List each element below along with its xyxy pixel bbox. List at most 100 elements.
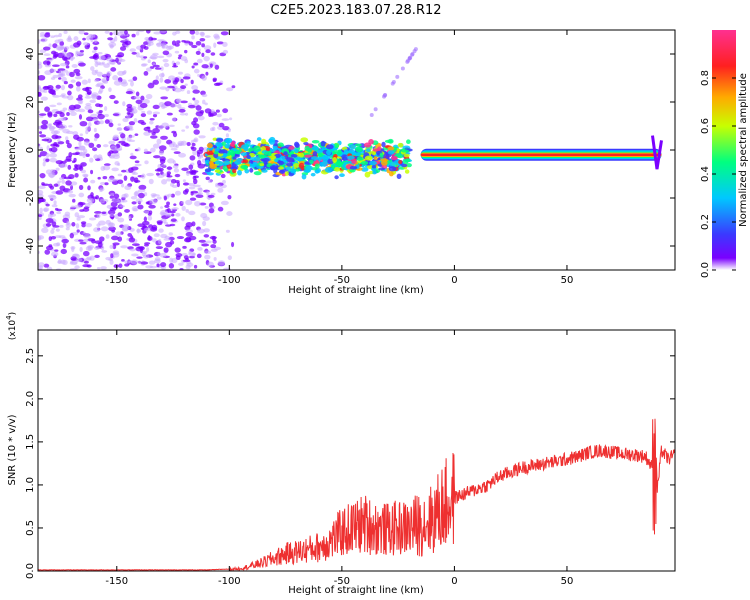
noise-speck xyxy=(188,164,194,170)
noise-speck xyxy=(43,263,50,268)
noise-speck xyxy=(123,70,127,74)
noise-speck xyxy=(190,190,199,194)
echo-speck xyxy=(286,157,295,163)
noise-speck xyxy=(92,54,99,60)
noise-speck xyxy=(86,197,95,203)
noise-speck xyxy=(55,84,61,89)
noise-speck xyxy=(222,179,226,184)
noise-speck xyxy=(171,77,175,82)
noise-speck xyxy=(129,248,136,252)
noise-speck xyxy=(203,45,212,51)
noise-speck xyxy=(87,122,92,128)
noise-speck xyxy=(117,123,121,126)
noise-speck xyxy=(157,125,164,130)
noise-speck xyxy=(133,117,138,123)
echo-speck xyxy=(339,173,345,177)
streak-speck xyxy=(395,74,400,79)
noise-speck xyxy=(150,147,156,153)
noise-speck xyxy=(93,227,101,233)
echo-speck xyxy=(403,153,410,158)
noise-speck xyxy=(51,204,58,208)
noise-speck xyxy=(106,76,110,82)
noise-speck xyxy=(112,75,119,81)
noise-speck xyxy=(121,259,125,262)
noise-speck xyxy=(125,90,134,95)
noise-speck xyxy=(178,262,184,266)
noise-speck xyxy=(58,77,62,80)
noise-speck xyxy=(156,196,162,200)
noise-speck xyxy=(205,49,211,54)
noise-speck xyxy=(69,232,74,239)
noise-speck xyxy=(73,42,81,48)
noise-speck xyxy=(152,104,160,110)
noise-speck xyxy=(63,56,68,61)
streak-speck xyxy=(391,79,396,84)
noise-speck xyxy=(91,94,98,100)
noise-speck xyxy=(102,176,108,180)
noise-speck xyxy=(143,227,151,232)
noise-speck xyxy=(195,105,202,111)
noise-speck xyxy=(129,48,136,52)
noise-speck xyxy=(38,39,41,44)
noise-speck xyxy=(103,144,109,148)
noise-speck xyxy=(40,124,48,130)
echo-speck xyxy=(342,164,347,168)
noise-speck xyxy=(69,261,78,266)
echo-speck xyxy=(381,160,388,166)
noise-speck xyxy=(164,101,172,107)
noise-speck xyxy=(210,192,216,196)
noise-speck xyxy=(77,94,83,99)
noise-speck xyxy=(116,127,122,131)
noise-speck xyxy=(206,190,210,196)
noise-speck xyxy=(73,204,81,209)
noise-speck xyxy=(146,110,153,115)
noise-speck xyxy=(106,204,113,209)
colorbar-tick-label: 0.8 xyxy=(700,70,711,86)
snr-ylabel: SNR (10 * v/v) xyxy=(7,414,18,485)
echo-speck xyxy=(223,160,231,166)
noise-speck xyxy=(48,126,56,130)
echo-speck xyxy=(317,152,324,158)
noise-speck xyxy=(201,75,207,81)
noise-speck xyxy=(208,207,215,214)
noise-speck xyxy=(48,123,52,127)
noise-speck xyxy=(172,164,179,169)
echo-speck xyxy=(269,165,278,171)
noise-speck xyxy=(156,263,160,268)
noise-speck xyxy=(83,260,89,264)
noise-speck xyxy=(89,157,94,163)
noise-speck xyxy=(66,111,70,117)
echo-speck xyxy=(325,144,334,150)
noise-speck xyxy=(55,160,64,165)
spectrogram-ylabel: Frequency (Hz) xyxy=(7,112,18,188)
noise-speck xyxy=(226,211,233,217)
echo-line-kink xyxy=(651,135,663,170)
noise-speck xyxy=(62,107,68,111)
noise-speck xyxy=(50,50,57,55)
noise-speck xyxy=(145,67,152,72)
noise-speck xyxy=(159,252,167,258)
noise-speck xyxy=(191,142,196,147)
echo-speck xyxy=(348,144,356,150)
noise-speck xyxy=(84,105,92,111)
noise-speck xyxy=(134,160,140,164)
noise-speck xyxy=(123,224,130,228)
noise-speck xyxy=(87,91,92,95)
noise-speck xyxy=(140,44,147,49)
noise-speck xyxy=(134,177,139,183)
noise-speck xyxy=(147,215,153,221)
noise-speck xyxy=(82,173,89,178)
noise-speck xyxy=(52,95,60,98)
noise-speck xyxy=(92,147,98,152)
noise-speck xyxy=(90,169,94,175)
noise-speck xyxy=(130,176,135,182)
noise-speck xyxy=(115,57,119,63)
snr-panel: -150 -100 -50 0 50 0.0 0.5 1.0 1.5 2.0 2.5 Height … xyxy=(5,312,676,596)
echo-speck xyxy=(261,138,267,145)
noise-speck xyxy=(56,211,62,215)
noise-speck xyxy=(131,33,136,38)
noise-speck xyxy=(117,212,123,217)
noise-speck xyxy=(227,255,232,261)
noise-speck xyxy=(191,146,197,151)
x-tick-label: -50 xyxy=(334,576,350,587)
